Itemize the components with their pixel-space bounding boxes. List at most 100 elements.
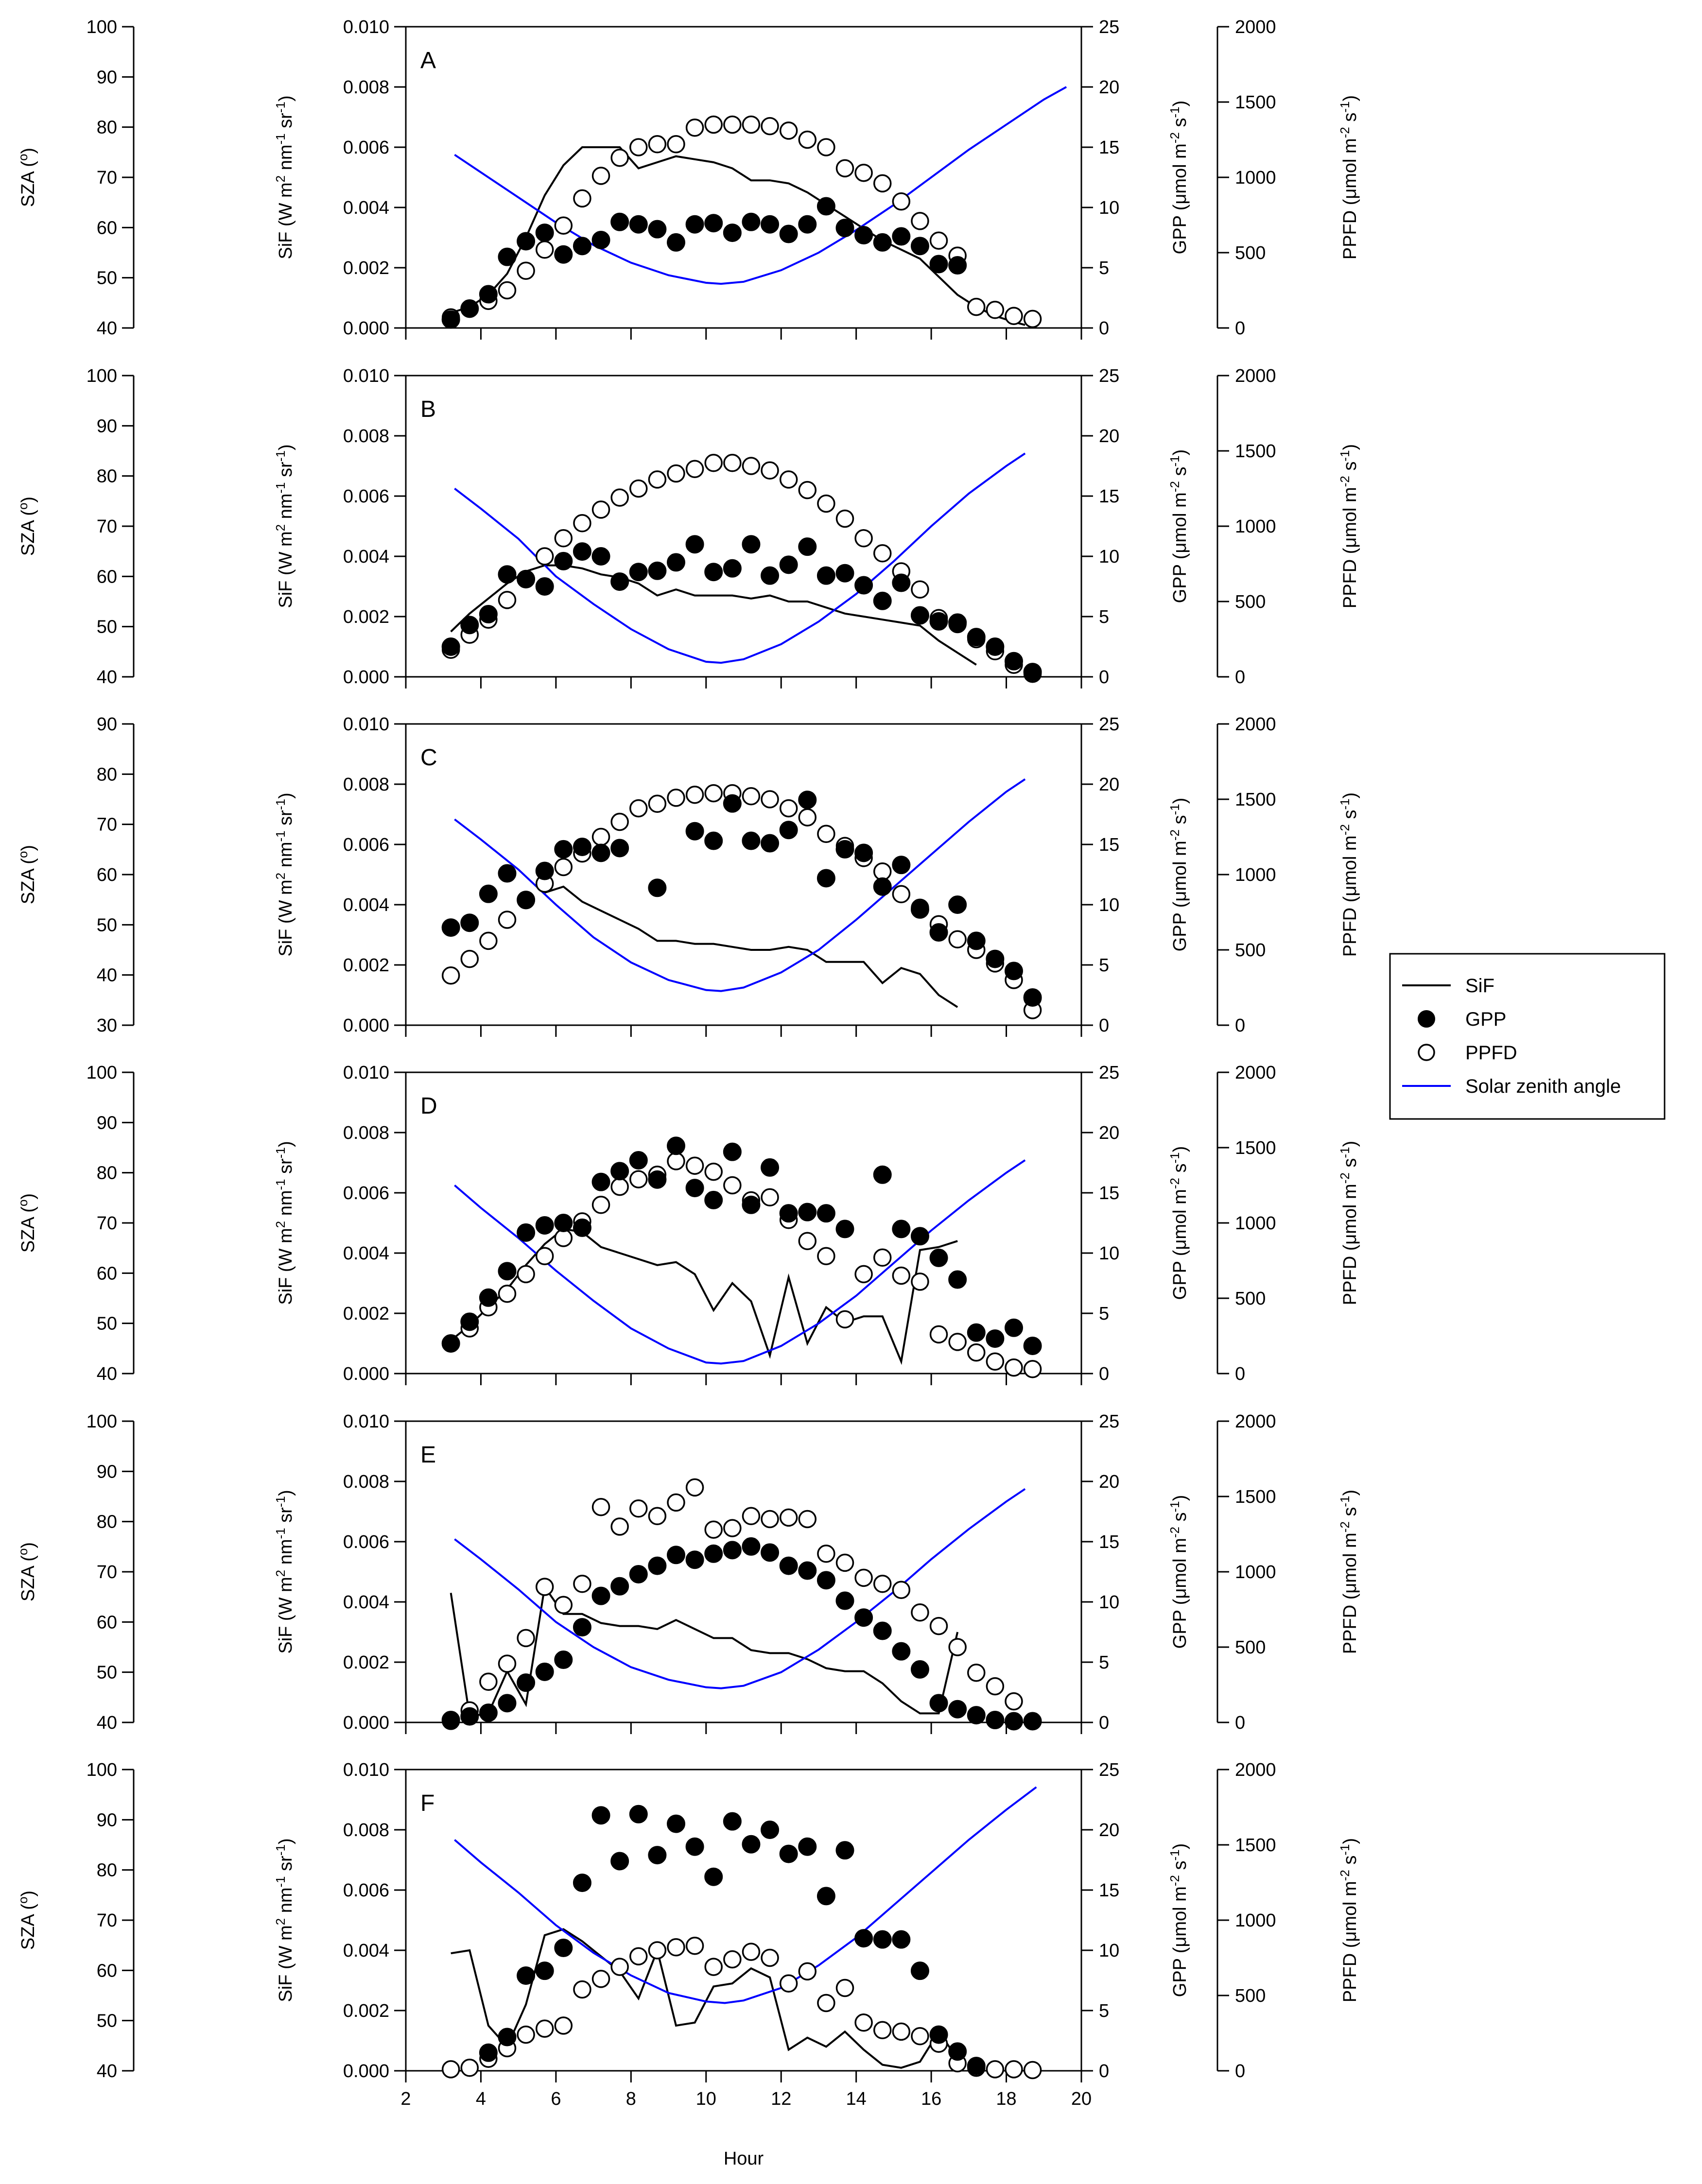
gpp-point	[986, 949, 1005, 968]
sif-tick-label: 0.000	[343, 2061, 389, 2081]
gpp-tick-label: 15	[1099, 1532, 1119, 1552]
sza-tick-label: 70	[97, 516, 117, 537]
ppfd-point	[610, 488, 629, 507]
ppfd-point	[835, 1310, 854, 1329]
gpp-point	[892, 1930, 911, 1949]
x-tick-label: 18	[996, 2089, 1016, 2109]
legend-entry: Solar zenith angle	[1402, 1076, 1621, 1097]
ppfd-point	[704, 1958, 723, 1976]
gpp-tick-label: 10	[1099, 1592, 1119, 1613]
sza-tick-label: 100	[87, 17, 117, 37]
ppfd-point	[517, 261, 535, 280]
sza-tick-label: 90	[97, 416, 117, 436]
ppfd-point	[779, 470, 798, 489]
gpp-point	[854, 1608, 873, 1627]
gpp-point	[798, 1561, 817, 1580]
gpp-point	[873, 233, 892, 252]
gpp-axis-label: GPP (μmol m-2 s-1)	[1167, 798, 1190, 952]
x-tick-label: 4	[476, 2089, 486, 2109]
gpp-point	[929, 612, 948, 631]
ppfd-point	[761, 117, 779, 136]
sif-tick-label: 0.006	[343, 1880, 389, 1901]
gpp-point	[1005, 962, 1023, 980]
ppfd-point	[517, 2025, 535, 2044]
panel-label: A	[420, 48, 436, 73]
ppfd-point	[554, 858, 573, 877]
gpp-point	[554, 1651, 573, 1669]
gpp-axis-label: GPP (μmol m-2 s-1)	[1167, 101, 1190, 255]
gpp-tick-label: 5	[1099, 258, 1109, 278]
ppfd-point	[742, 1507, 761, 1526]
gpp-point	[685, 215, 704, 234]
gpp-point	[610, 1852, 629, 1871]
gpp-point	[441, 1711, 460, 1730]
sza-tick-label: 90	[97, 1810, 117, 1830]
ppfd-tick-label: 500	[1235, 1289, 1266, 1309]
gpp-point	[910, 1227, 929, 1246]
sza-tick-label: 80	[97, 1860, 117, 1881]
gpp-tick-label: 20	[1099, 426, 1119, 447]
gpp-point	[554, 1939, 573, 1958]
gpp-tick-label: 5	[1099, 2001, 1109, 2021]
gpp-axis-label: GPP (μmol m-2 s-1)	[1167, 1843, 1190, 1997]
ppfd-tick-label: 1000	[1235, 516, 1276, 537]
gpp-point	[742, 1537, 761, 1556]
ppfd-point	[460, 2059, 479, 2077]
gpp-point	[723, 794, 742, 813]
sza-line	[454, 452, 1026, 664]
legend-filled-marker	[1418, 1010, 1435, 1028]
gpp-point	[591, 1172, 610, 1191]
ppfd-tick-label: 1000	[1235, 865, 1276, 885]
ppfd-point	[629, 799, 648, 818]
sza-tick-label: 100	[87, 1411, 117, 1432]
gpp-point	[704, 1867, 723, 1886]
sif-axis-label: SiF (W m2 nm-1 sr-1)	[273, 1141, 296, 1305]
legend: SiF GPP PPFD Solar zenith angle	[1389, 953, 1666, 1120]
sif-tick-label: 0.010	[343, 714, 389, 735]
sif-tick-label: 0.004	[343, 198, 389, 218]
gpp-tick-label: 5	[1099, 955, 1109, 976]
gpp-tick-label: 5	[1099, 1304, 1109, 1324]
sif-tick-label: 0.004	[343, 547, 389, 567]
gpp-point	[704, 563, 723, 582]
ppfd-tick-label: 1000	[1235, 168, 1276, 188]
ppfd-point	[892, 1266, 911, 1285]
ppfd-point	[779, 121, 798, 140]
ppfd-tick-label: 500	[1235, 940, 1266, 961]
gpp-point	[929, 923, 948, 942]
x-tick-label: 8	[626, 2089, 636, 2109]
sza-line	[454, 1159, 1026, 1365]
gpp-point	[873, 1621, 892, 1640]
sza-tick-label: 60	[97, 1263, 117, 1284]
ppfd-tick-label: 500	[1235, 1986, 1266, 2006]
ppfd-point	[1005, 1692, 1023, 1711]
ppfd-point	[610, 1958, 629, 1976]
gpp-point	[667, 1814, 685, 1833]
gpp-point	[535, 861, 554, 880]
gpp-point	[535, 577, 554, 596]
gpp-point	[873, 1165, 892, 1184]
gpp-point	[460, 913, 479, 932]
ppfd-point	[817, 1994, 835, 2012]
gpp-point	[648, 220, 667, 239]
ppfd-point	[948, 930, 967, 949]
sza-axis-label: SZA (o)	[16, 1891, 38, 1950]
ppfd-point	[573, 514, 591, 533]
ppfd-point	[667, 1493, 685, 1512]
gpp-tick-label: 20	[1099, 1472, 1119, 1492]
gpp-point	[835, 840, 854, 859]
ppfd-point	[723, 454, 742, 472]
gpp-axis-label: GPP (μmol m-2 s-1)	[1167, 1146, 1190, 1300]
gpp-point	[517, 1673, 536, 1692]
gpp-point	[835, 1220, 854, 1238]
ppfd-tick-label: 1500	[1235, 1487, 1276, 1507]
sza-line	[454, 778, 1026, 992]
sza-tick-label: 40	[97, 1364, 117, 1384]
ppfd-point	[761, 790, 779, 808]
sif-tick-label: 0.002	[343, 955, 389, 976]
ppfd-point	[1005, 1358, 1023, 1377]
sza-tick-label: 60	[97, 567, 117, 587]
